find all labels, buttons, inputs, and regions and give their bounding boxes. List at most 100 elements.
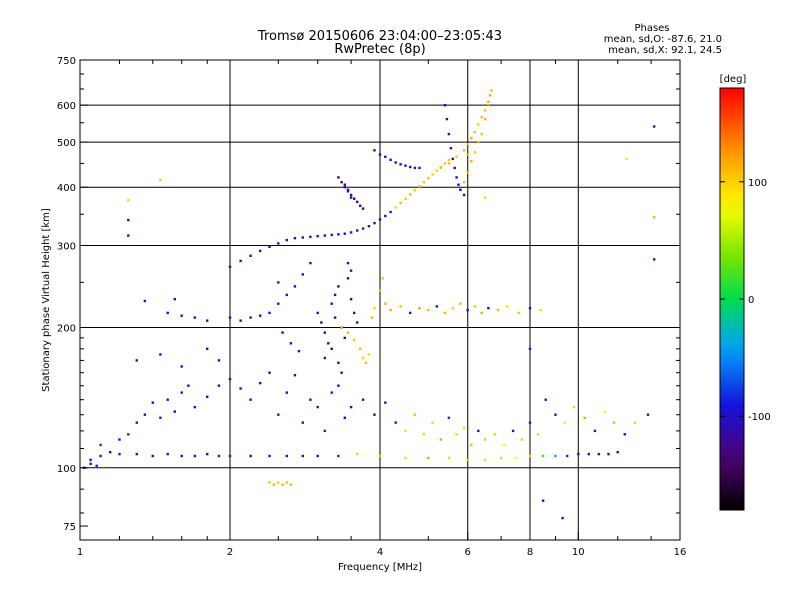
data-point [563,421,567,424]
data-point [536,433,540,436]
data-point [293,374,297,377]
data-point [356,452,359,456]
data-point [268,454,271,458]
data-point [378,218,382,221]
y-tick-label: 400 [57,183,76,194]
data-point [462,181,466,184]
data-point [289,342,293,345]
data-point [404,456,407,460]
data-point [159,178,162,181]
data-point [528,307,532,310]
data-point [422,181,426,184]
data-point [217,454,221,458]
data-point [297,349,301,353]
data-point [343,186,346,189]
data-point [413,189,417,192]
x-tick-label: 16 [674,547,687,558]
data-point [367,225,371,228]
data-point [228,377,232,381]
data-point [431,173,434,176]
data-point [511,429,515,433]
data-point [259,249,262,253]
data-point [206,319,209,322]
data-point [487,104,490,107]
data-point [277,302,280,305]
data-point [343,232,346,235]
data-point [349,298,353,301]
data-point [187,384,190,387]
data-point [399,201,402,205]
data-point [457,183,460,186]
data-point [285,481,288,484]
data-point [447,158,451,161]
data-point [389,158,392,161]
data-point [367,353,371,356]
colorbar-tick-label: -100 [748,412,771,423]
data-point [349,193,353,197]
data-point [285,391,288,394]
data-point [473,151,476,154]
data-point [285,293,288,297]
data-point [340,371,343,374]
data-point [180,391,183,394]
data-point [404,429,407,433]
y-axis-label: Stationary phase Virtual Height [km] [41,208,52,392]
data-point [381,277,384,280]
data-point [323,331,326,334]
data-point [166,398,169,401]
data-point [435,305,438,308]
data-point [470,160,473,163]
data-point [337,361,340,364]
data-point [118,438,121,441]
data-point [409,311,412,315]
y-tick-label: 750 [57,56,76,67]
data-point [127,234,130,237]
stats-heading: Phases [634,23,669,34]
data-point [135,359,138,362]
data-point [653,216,656,219]
data-point [259,314,262,317]
data-point [477,123,480,126]
data-point [466,171,469,174]
data-point [480,116,483,119]
data-point [327,342,330,345]
data-point [309,235,312,239]
data-point [378,289,382,292]
data-point [447,132,451,136]
data-point [520,438,523,441]
data-point [466,153,469,156]
data-point [268,311,271,315]
data-point [364,361,368,364]
data-point [361,227,365,230]
data-point [293,237,297,240]
y-tick-label: 600 [57,101,76,112]
x-axis-label: Frequency [MHz] [338,562,422,573]
data-point [143,413,147,416]
data-point [561,516,564,520]
data-point [409,193,412,196]
data-point [301,454,304,458]
data-point [361,356,365,360]
data-point [577,452,580,456]
colorbar-tick-label: 100 [748,178,767,189]
data-point [340,181,343,184]
data-point [316,454,319,458]
data-point [346,190,350,193]
data-point [249,454,252,458]
data-point [285,454,288,458]
data-point [612,421,616,424]
data-point [455,433,458,436]
data-point [143,299,147,303]
data-point [277,242,280,245]
data-point [399,305,402,308]
data-point [370,316,373,319]
data-point [239,319,242,322]
data-point [544,398,547,401]
data-point [373,149,376,152]
stats-line-x: mean, sd,X: 92.1, 24.5 [608,45,722,56]
data-point [151,401,154,404]
data-point [89,458,92,462]
data-point [309,398,312,401]
data-point [249,398,252,401]
data-point [166,452,169,456]
